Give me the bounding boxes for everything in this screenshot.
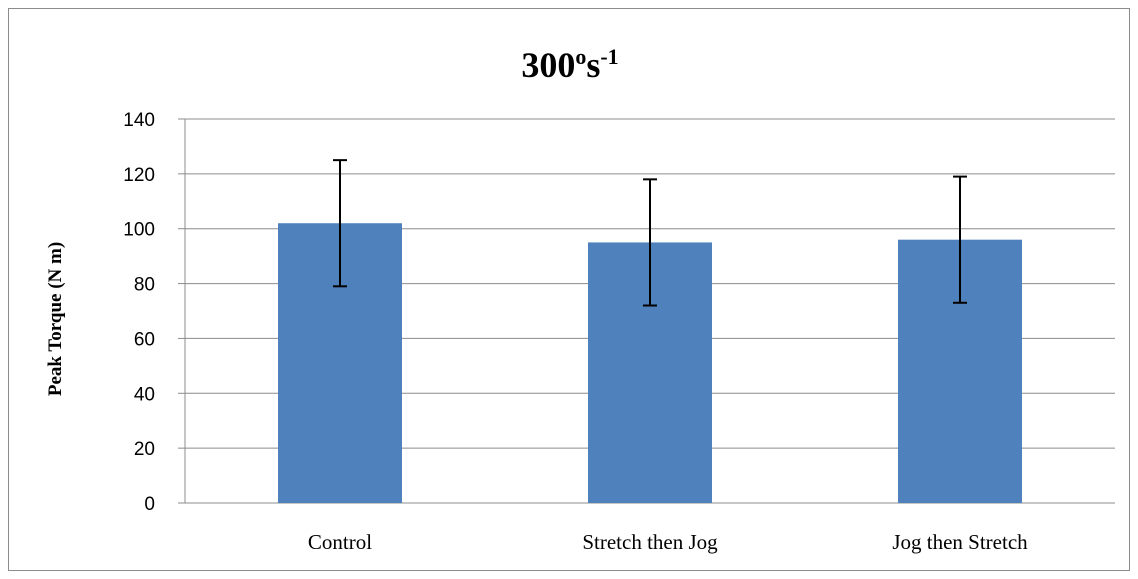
x-tick-label: Control — [308, 530, 372, 554]
bar-chart: 300os-1 0 20 40 60 80 100 120 140 Control Stretc… — [45, 44, 1115, 554]
y-tick-label: 20 — [134, 439, 155, 460]
x-tick-label: Jog then Stretch — [892, 530, 1028, 554]
error-bars — [333, 159, 967, 307]
y-tick-label: 140 — [123, 110, 155, 131]
y-tick-label: 80 — [134, 275, 155, 296]
y-tick-labels: 0 20 40 60 80 100 120 140 — [123, 110, 155, 515]
y-axis-label: Peak Torque (N m) — [45, 242, 66, 396]
x-tick-label: Stretch then Jog — [582, 530, 718, 554]
x-tick-labels: Control Stretch then Jog Jog then Stretch — [308, 530, 1028, 554]
chart-title: 300os-1 — [521, 44, 618, 85]
y-tick-label: 0 — [144, 494, 155, 515]
y-tick-label: 120 — [123, 165, 155, 186]
chart-frame: 300os-1 0 20 40 60 80 100 120 140 Control Stretc… — [8, 8, 1130, 571]
y-tick-label: 40 — [134, 384, 155, 405]
y-tick-label: 60 — [134, 329, 155, 350]
y-tick-label: 100 — [123, 220, 155, 241]
